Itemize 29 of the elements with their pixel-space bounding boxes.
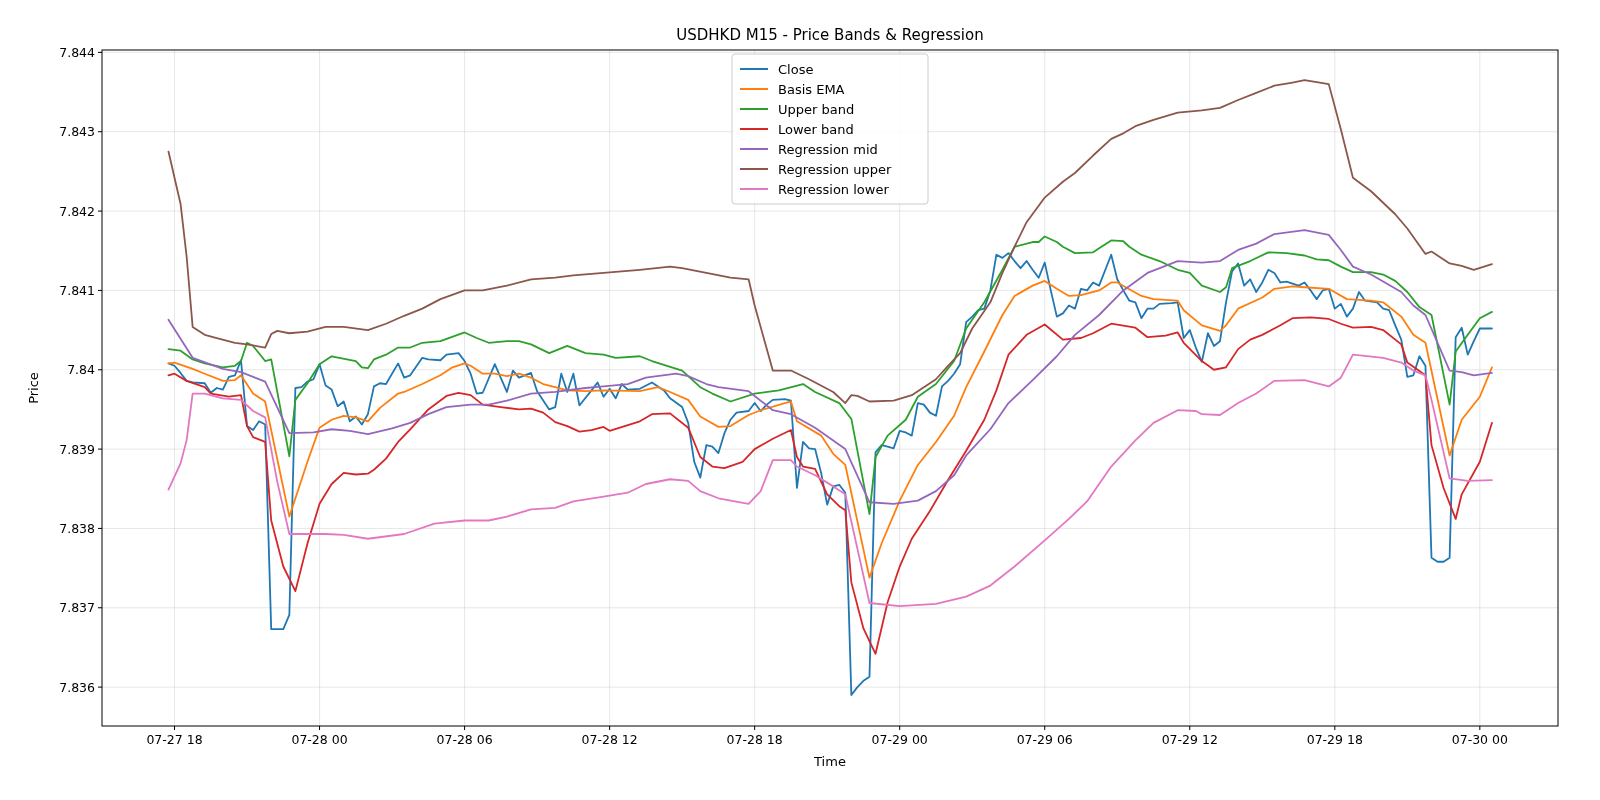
legend-label: Close — [778, 61, 814, 77]
legend-label: Regression mid — [778, 141, 878, 157]
x-tick-label: 07-29 18 — [1306, 732, 1363, 747]
legend-label: Basis EMA — [778, 81, 845, 97]
x-tick-label: 07-27 18 — [146, 732, 203, 747]
y-tick-label: 7.842 — [59, 203, 95, 219]
y-tick-label: 7.84 — [67, 362, 96, 378]
x-tick-label: 07-29 12 — [1161, 732, 1218, 747]
y-tick-label: 7.836 — [59, 679, 96, 695]
x-tick-label: 07-29 00 — [871, 732, 928, 747]
y-tick-label: 7.837 — [59, 600, 95, 616]
legend-label: Regression upper — [778, 161, 892, 177]
x-tick-label: 07-29 06 — [1016, 732, 1073, 747]
y-tick-label: 7.841 — [59, 282, 95, 298]
y-axis-title: Price — [26, 372, 41, 404]
x-tick-label: 07-28 18 — [726, 732, 783, 747]
y-tick-label: 7.838 — [59, 520, 96, 536]
x-tick-label: 07-28 06 — [436, 732, 493, 747]
legend-label: Lower band — [778, 121, 854, 137]
y-tick-label: 7.843 — [59, 124, 95, 140]
x-tick-label: 07-28 12 — [581, 732, 638, 747]
x-axis-title: Time — [813, 754, 846, 769]
x-tick-label: 07-30 00 — [1451, 732, 1508, 747]
y-tick-label: 7.844 — [59, 44, 96, 60]
legend-label: Regression lower — [778, 181, 890, 197]
x-tick-label: 07-28 00 — [291, 732, 348, 747]
y-tick-label: 7.839 — [59, 441, 96, 457]
legend-label: Upper band — [778, 101, 855, 117]
chart-title: USDHKD M15 - Price Bands & Regression — [676, 26, 984, 44]
